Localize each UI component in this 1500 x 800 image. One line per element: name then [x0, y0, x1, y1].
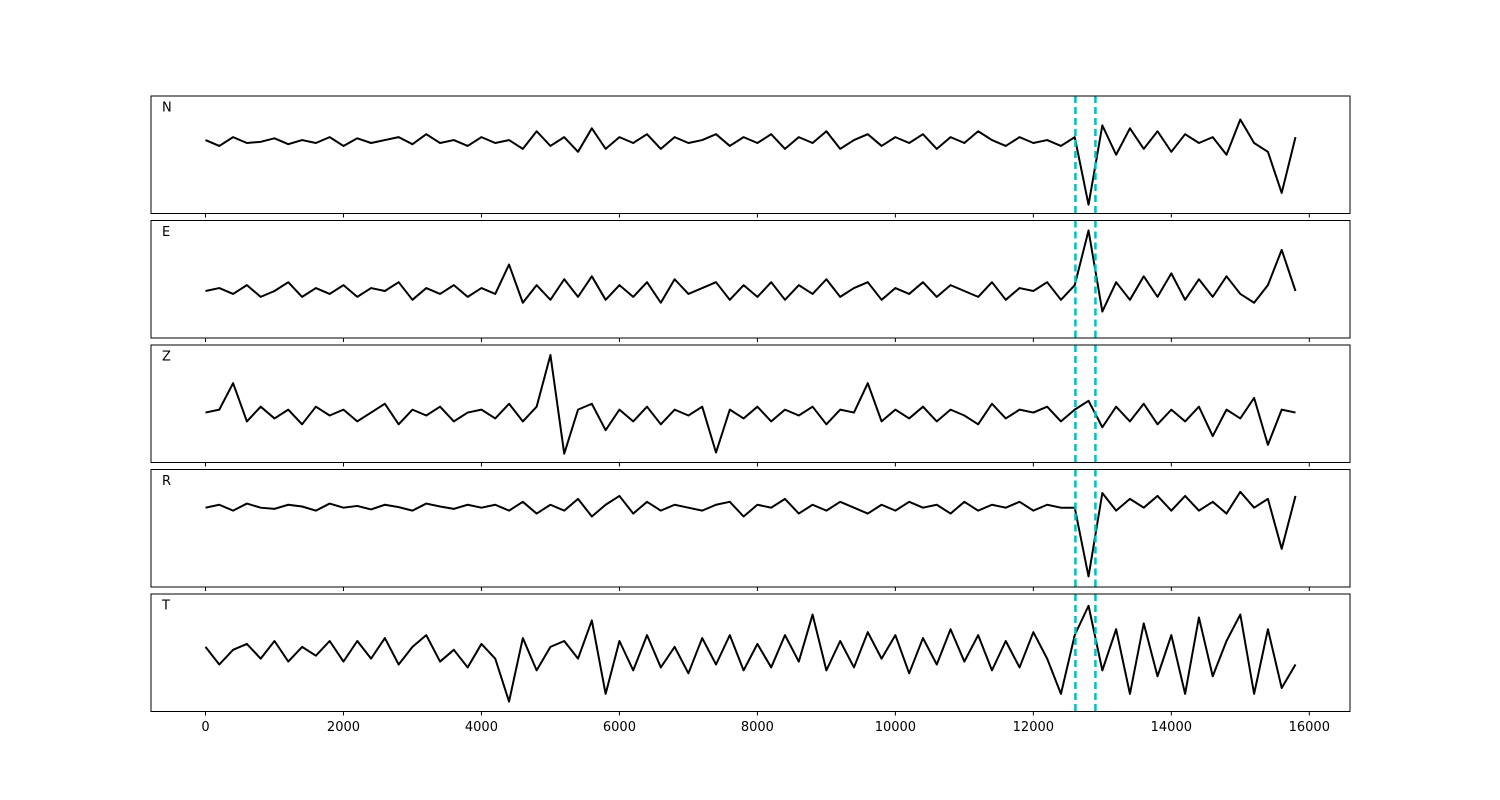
panel: R: [150, 469, 1351, 591]
waveform: [204, 604, 1297, 703]
panel-label: Z: [162, 350, 171, 365]
panel-label: N: [162, 101, 172, 116]
waveform: [205, 229, 1297, 313]
panel: T 0 2000 4000 6000 8000 10000 12000 14000 16000: [150, 593, 1351, 735]
x-tick-label: 14000: [1151, 720, 1192, 735]
x-tick-label: 2000: [327, 720, 360, 735]
panel-frame: [150, 469, 1351, 588]
panel-label: R: [162, 474, 171, 489]
waveform: [205, 118, 1297, 206]
panel-label: E: [162, 225, 170, 240]
x-tick-label: 10000: [875, 720, 916, 735]
x-tick-label: 0: [201, 720, 209, 735]
panel-frame: [150, 593, 1351, 712]
panel: E: [150, 220, 1351, 342]
panel-frame: [150, 95, 1351, 214]
panel: Z: [150, 344, 1351, 467]
x-tick-label: 4000: [465, 720, 498, 735]
x-tick-label: 8000: [741, 720, 774, 735]
x-tick-label: 16000: [1289, 720, 1330, 735]
panel: N: [150, 95, 1351, 218]
panel-frame: [150, 344, 1351, 463]
waveform: [205, 490, 1297, 578]
panel-label: T: [161, 599, 170, 614]
x-tick-label: 6000: [603, 720, 636, 735]
x-tick-label: 12000: [1013, 720, 1054, 735]
waveform: [205, 353, 1296, 455]
panel-frame: [150, 220, 1351, 339]
